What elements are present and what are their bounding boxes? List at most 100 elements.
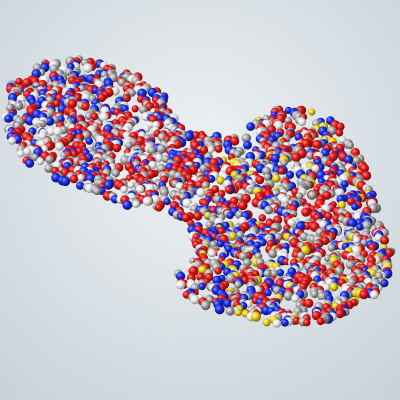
atom xyxy=(255,175,265,185)
atom xyxy=(45,116,55,126)
atom xyxy=(103,180,114,190)
atom xyxy=(154,203,163,212)
atom xyxy=(111,169,120,178)
atom xyxy=(191,131,201,141)
atom xyxy=(310,290,319,299)
atom xyxy=(224,186,233,194)
atom xyxy=(76,173,85,182)
atom xyxy=(181,213,191,223)
atom xyxy=(159,187,169,197)
atom xyxy=(230,136,240,146)
atom xyxy=(327,243,336,252)
atom xyxy=(328,151,338,162)
atom xyxy=(216,176,225,185)
atom xyxy=(291,152,302,163)
atom xyxy=(263,173,272,181)
atom xyxy=(303,318,311,327)
atom xyxy=(55,142,64,151)
atom xyxy=(268,248,278,259)
atom xyxy=(238,251,248,261)
atom xyxy=(226,211,234,220)
atom xyxy=(46,126,56,136)
atom xyxy=(311,164,320,173)
atom xyxy=(368,243,377,252)
atom xyxy=(196,272,206,282)
atom xyxy=(76,181,85,190)
atom xyxy=(93,187,101,196)
atom xyxy=(264,289,272,297)
atom xyxy=(297,251,305,260)
atom xyxy=(283,290,294,301)
atom xyxy=(82,63,93,73)
atom xyxy=(361,220,372,231)
atom xyxy=(190,294,200,305)
atom xyxy=(335,309,345,319)
atom xyxy=(223,299,233,308)
atom xyxy=(270,153,281,164)
atom xyxy=(277,167,286,175)
atom xyxy=(236,230,245,239)
atom xyxy=(147,146,157,155)
atom xyxy=(135,184,145,194)
atom xyxy=(241,133,251,143)
atom xyxy=(99,112,109,122)
atom xyxy=(176,271,186,281)
atom xyxy=(196,187,206,198)
atom xyxy=(340,180,349,189)
atom xyxy=(351,202,359,211)
atom xyxy=(207,249,216,258)
atoms xyxy=(1,55,396,328)
atom xyxy=(139,105,148,114)
atom xyxy=(205,221,214,229)
atom xyxy=(233,150,242,159)
atom xyxy=(120,185,128,194)
atom xyxy=(253,241,262,249)
atom xyxy=(295,192,304,201)
atom xyxy=(346,141,354,150)
atom xyxy=(359,289,369,300)
atom xyxy=(369,290,379,300)
atom xyxy=(285,170,295,179)
atom xyxy=(163,198,171,206)
atom xyxy=(262,318,271,327)
atom xyxy=(125,141,133,150)
atom xyxy=(31,153,39,161)
atom xyxy=(337,200,346,209)
atom xyxy=(347,218,358,229)
atom xyxy=(207,146,215,154)
atom xyxy=(258,214,267,222)
atom xyxy=(193,211,203,221)
atom xyxy=(263,269,272,278)
atom xyxy=(276,269,285,277)
atom xyxy=(312,139,323,150)
atom xyxy=(217,227,226,236)
atom xyxy=(199,145,209,155)
atom xyxy=(97,93,107,103)
atom xyxy=(272,174,281,183)
atom xyxy=(44,163,54,173)
atom xyxy=(343,155,354,165)
atom xyxy=(308,108,316,116)
atom xyxy=(380,236,390,245)
atom xyxy=(85,137,93,145)
atom xyxy=(336,122,345,131)
atom xyxy=(360,163,369,173)
atom xyxy=(122,200,133,210)
atom xyxy=(4,114,13,123)
atom xyxy=(311,310,322,321)
atom xyxy=(14,101,24,111)
atom xyxy=(128,167,136,176)
atom xyxy=(25,158,35,168)
atom xyxy=(304,298,314,308)
atom xyxy=(301,207,311,217)
atom xyxy=(188,266,199,276)
atom xyxy=(175,280,186,290)
atom xyxy=(375,271,383,280)
atom xyxy=(142,196,152,206)
atom xyxy=(15,77,23,86)
atom xyxy=(67,99,78,109)
atom xyxy=(234,280,242,289)
atom xyxy=(308,190,317,200)
